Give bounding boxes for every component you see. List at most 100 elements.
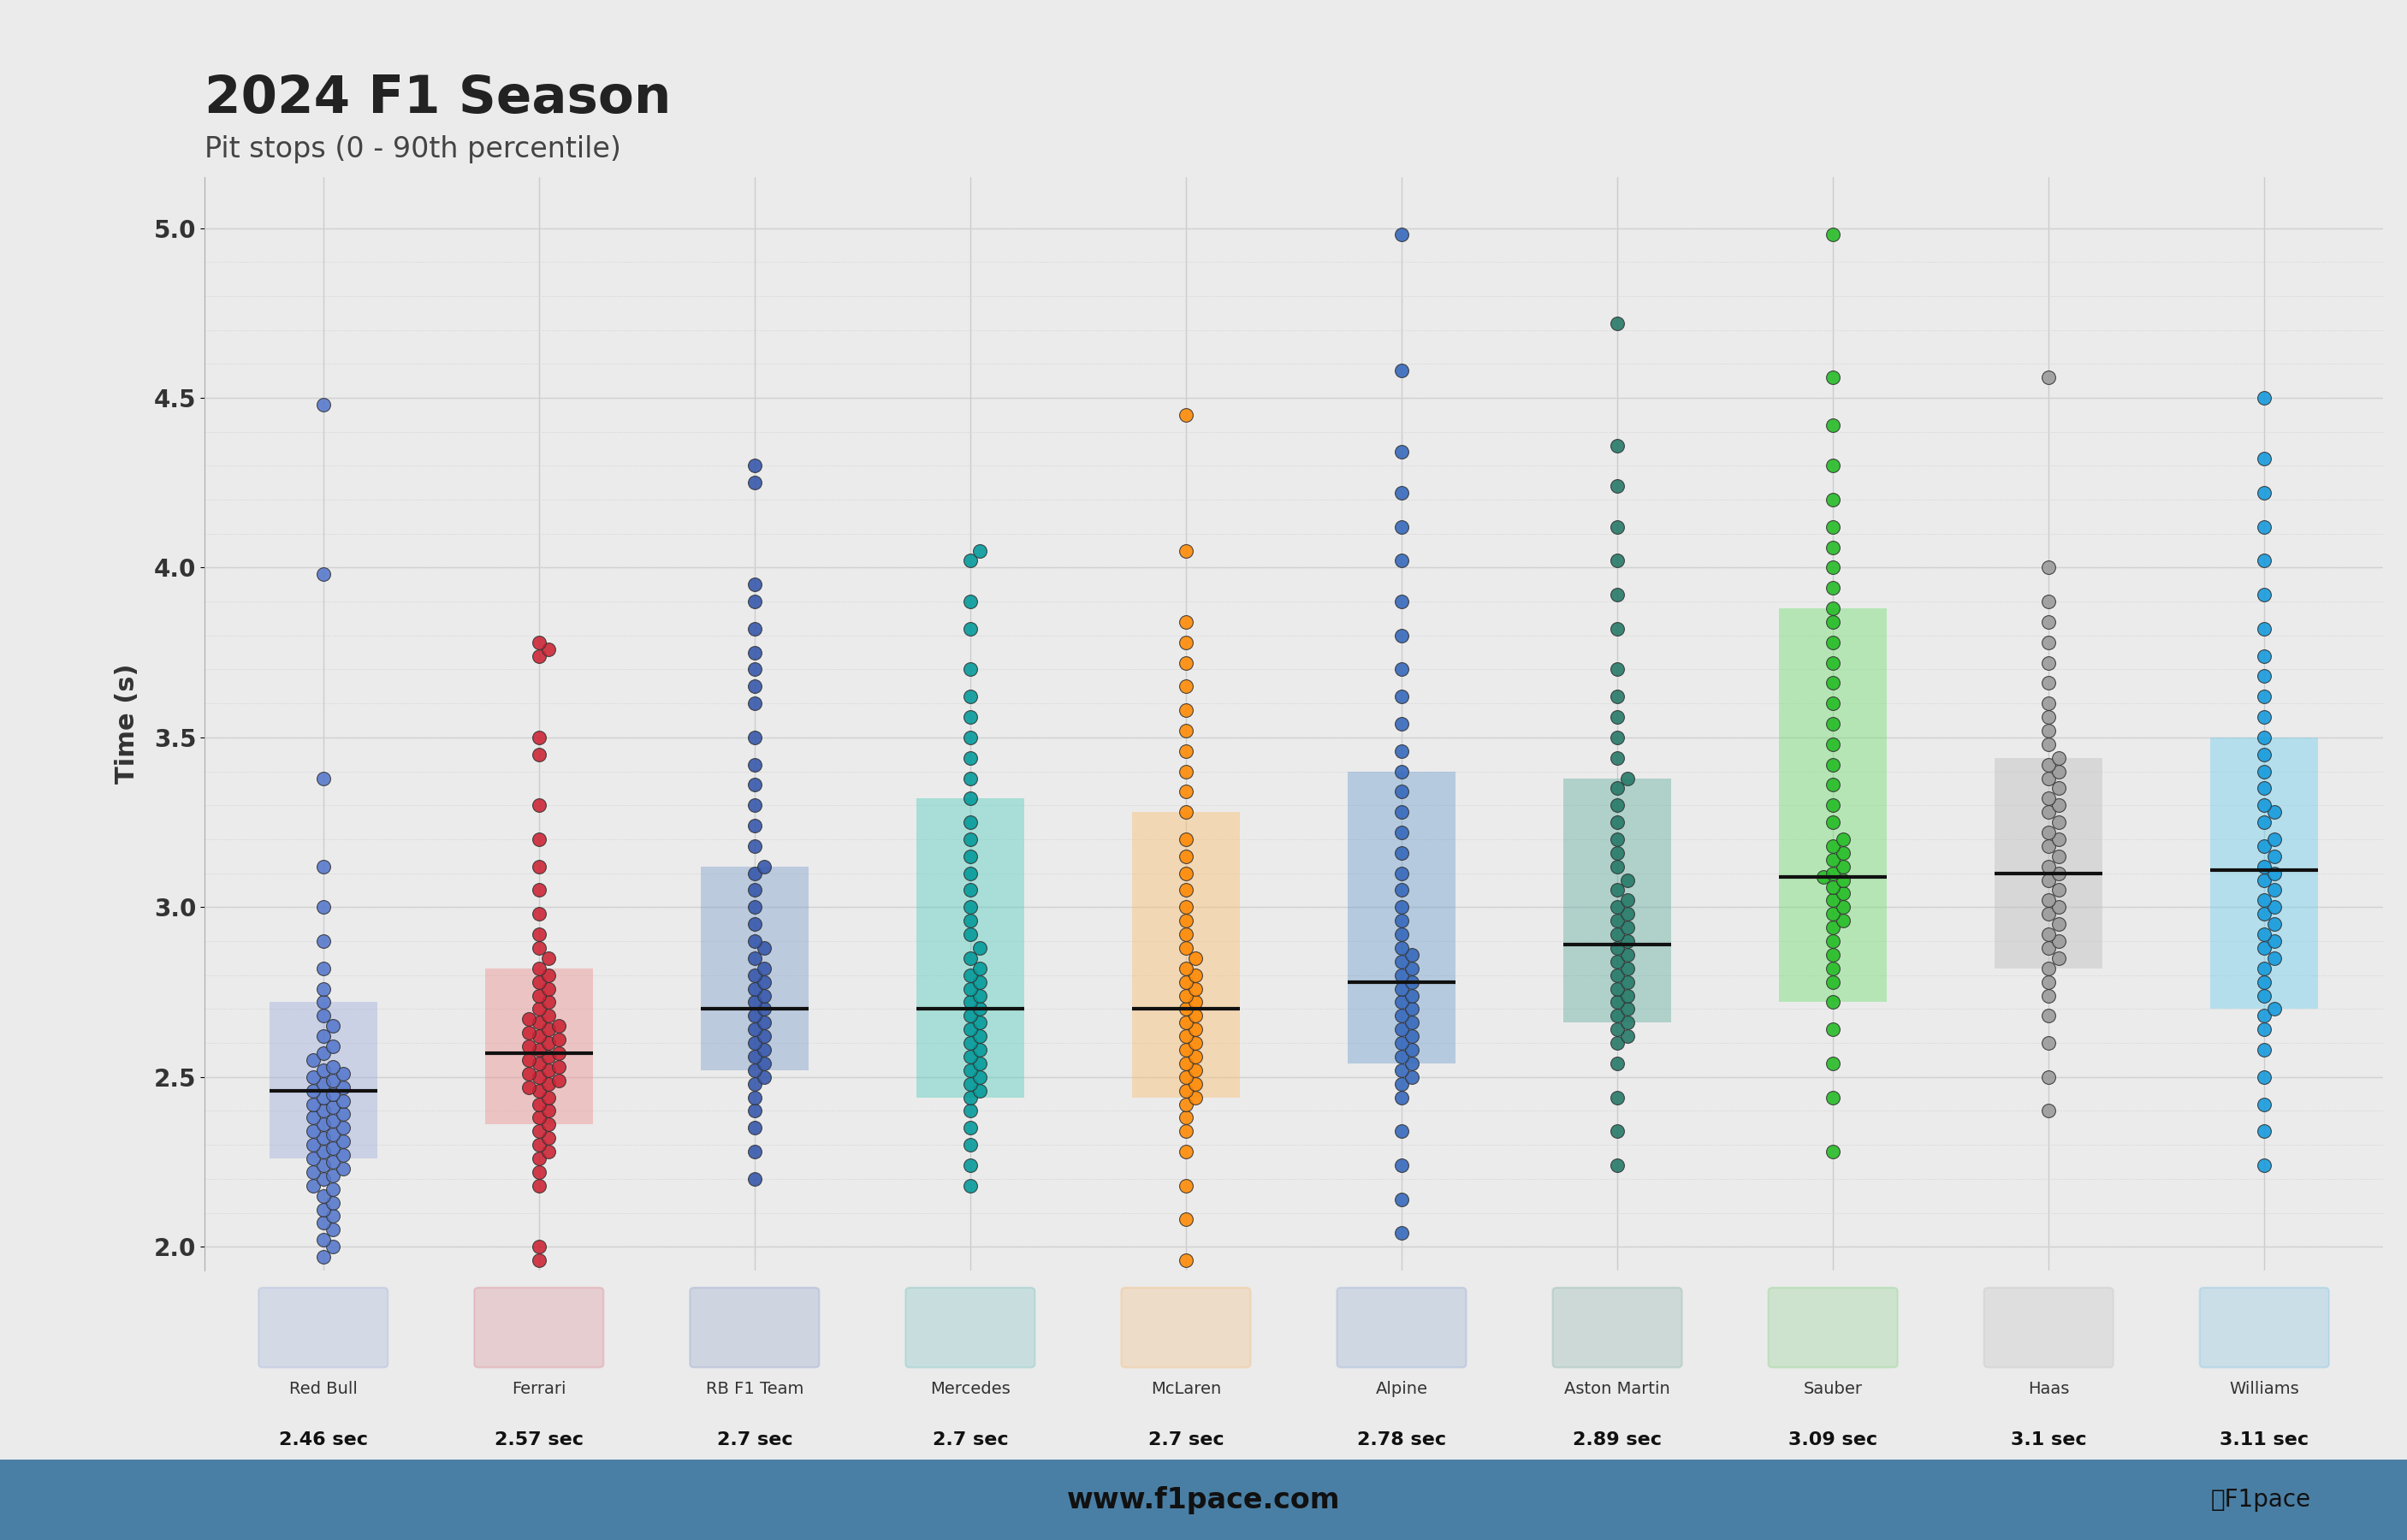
Point [1815,889,1853,913]
Point [313,1095,351,1120]
Point [520,1235,558,1260]
Point [1167,1173,1206,1198]
Point [530,1004,568,1029]
FancyBboxPatch shape [1336,1287,1466,1368]
Point [2255,878,2294,902]
Point [2039,793,2077,818]
Point [951,827,989,852]
Point [2029,1098,2068,1123]
Point [303,562,342,587]
Point [530,1058,568,1083]
Point [1177,962,1216,987]
Point [520,1078,558,1103]
Point [1815,556,1853,581]
Point [1382,739,1420,764]
Text: 2.57 sec: 2.57 sec [493,1432,582,1449]
Point [1815,650,1853,675]
Point [530,962,568,987]
Point [1382,861,1420,885]
Point [530,946,568,970]
Point [1382,878,1420,902]
Point [951,1086,989,1110]
Point [1167,650,1206,675]
Point [1391,983,1430,1007]
Point [1598,433,1637,457]
Point [960,1024,999,1049]
Bar [1779,608,1887,1003]
Text: McLaren: McLaren [1151,1381,1220,1397]
Point [2029,956,2068,981]
Point [2029,671,2068,696]
Point [1815,1016,1853,1041]
Point [2039,929,2077,953]
Point [2255,946,2294,970]
Point [530,1072,568,1096]
Bar [484,969,592,1124]
Point [1608,1024,1646,1049]
Point [2246,1120,2284,1144]
Point [1382,1086,1420,1110]
Point [1815,942,1853,967]
Point [1815,534,1853,559]
Point [2029,970,2068,995]
Point [2039,745,2077,770]
Point [1167,996,1206,1021]
Point [2246,867,2284,892]
Point [1815,365,1853,390]
Point [1382,1221,1420,1246]
Point [951,1132,989,1157]
Point [2246,1004,2284,1029]
Point [294,1173,332,1198]
Point [1608,956,1646,981]
Point [1167,698,1206,722]
Point [1382,480,1420,505]
Point [1825,909,1863,933]
FancyBboxPatch shape [1553,1287,1682,1368]
Point [520,901,558,926]
Point [734,1098,773,1123]
Point [1382,779,1420,804]
Point [520,1092,558,1116]
Point [303,956,342,981]
Point [1382,1044,1420,1069]
Point [1598,1050,1637,1075]
Point [2255,799,2294,824]
Point [2029,590,2068,614]
Point [951,1072,989,1096]
Point [1598,514,1637,539]
Point [960,1064,999,1089]
Point [1167,799,1206,824]
Point [294,1047,332,1072]
Point [1167,1064,1206,1089]
Point [2246,644,2284,668]
Point [1598,827,1637,852]
Point [1825,855,1863,879]
Bar [1348,772,1456,1063]
Point [2029,983,2068,1007]
Point [1598,909,1637,933]
Point [1167,739,1206,764]
Point [1167,895,1206,919]
FancyBboxPatch shape [905,1287,1035,1368]
Point [1391,1050,1430,1075]
Point [2246,793,2284,818]
Point [2255,895,2294,919]
Point [2039,878,2077,902]
Point [303,990,342,1015]
Point [734,1115,773,1140]
Point [303,1058,342,1083]
Point [323,1061,361,1086]
Point [520,936,558,961]
Point [1167,539,1206,564]
Point [1815,847,1853,872]
Point [1825,827,1863,852]
Point [746,970,785,995]
Point [2029,922,2068,947]
Point [294,1120,332,1144]
Text: 2.7 sec: 2.7 sec [717,1432,792,1449]
Point [951,684,989,708]
Point [1167,956,1206,981]
Point [2039,776,2077,801]
Point [1598,922,1637,947]
Point [1815,671,1853,696]
